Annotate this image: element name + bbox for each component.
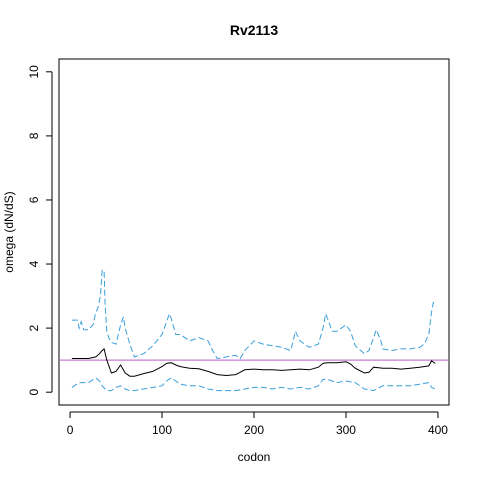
x-tick-label: 300 [336,423,356,437]
plot-area [59,269,449,392]
y-tick-label: 4 [27,260,41,267]
x-axis-label: codon [238,450,271,464]
plot-frame [58,58,450,406]
median-line [71,347,436,377]
y-axis-label: omega (dN/dS) [2,191,16,272]
chart-title: Rv2113 [230,22,278,38]
lower-bound-line [71,377,436,392]
y-tick-label: 10 [27,65,41,79]
x-tick-label: 100 [152,423,172,437]
axes: 0 100 200 300 400 0 2 4 6 8 10 [27,65,448,437]
x-tick-label: 0 [67,423,74,437]
y-tick-label: 0 [27,389,41,396]
x-tick-label: 400 [428,423,448,437]
y-tick-label: 6 [27,196,41,203]
y-tick-label: 8 [27,132,41,139]
x-tick-label: 200 [244,423,264,437]
upper-bound-line [71,269,437,360]
y-tick-label: 2 [27,324,41,331]
